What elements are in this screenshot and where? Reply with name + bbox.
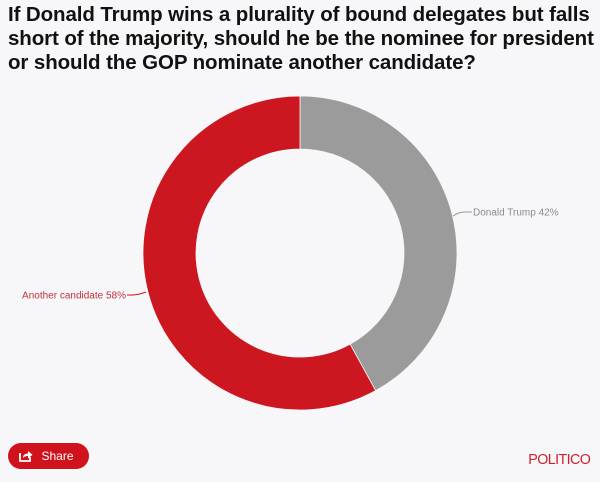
label-donald-trump: Donald Trump 42% [473, 208, 559, 219]
slice-donald-trump[interactable] [299, 95, 458, 392]
share-label: Share [41, 449, 74, 463]
leader-line-trump [452, 211, 472, 217]
leader-line-other [127, 291, 147, 296]
share-icon [19, 451, 33, 462]
chart-title: If Donald Trump wins a plurality of boun… [8, 3, 594, 74]
politico-logo[interactable]: POLITICO [528, 451, 591, 468]
label-another-candidate: Another candidate 58% [22, 291, 126, 302]
share-button[interactable]: Share [8, 443, 89, 469]
slice-another-candidate[interactable] [142, 95, 377, 411]
donut-chart: Donald Trump 42% Another candidate 58% [22, 95, 559, 411]
